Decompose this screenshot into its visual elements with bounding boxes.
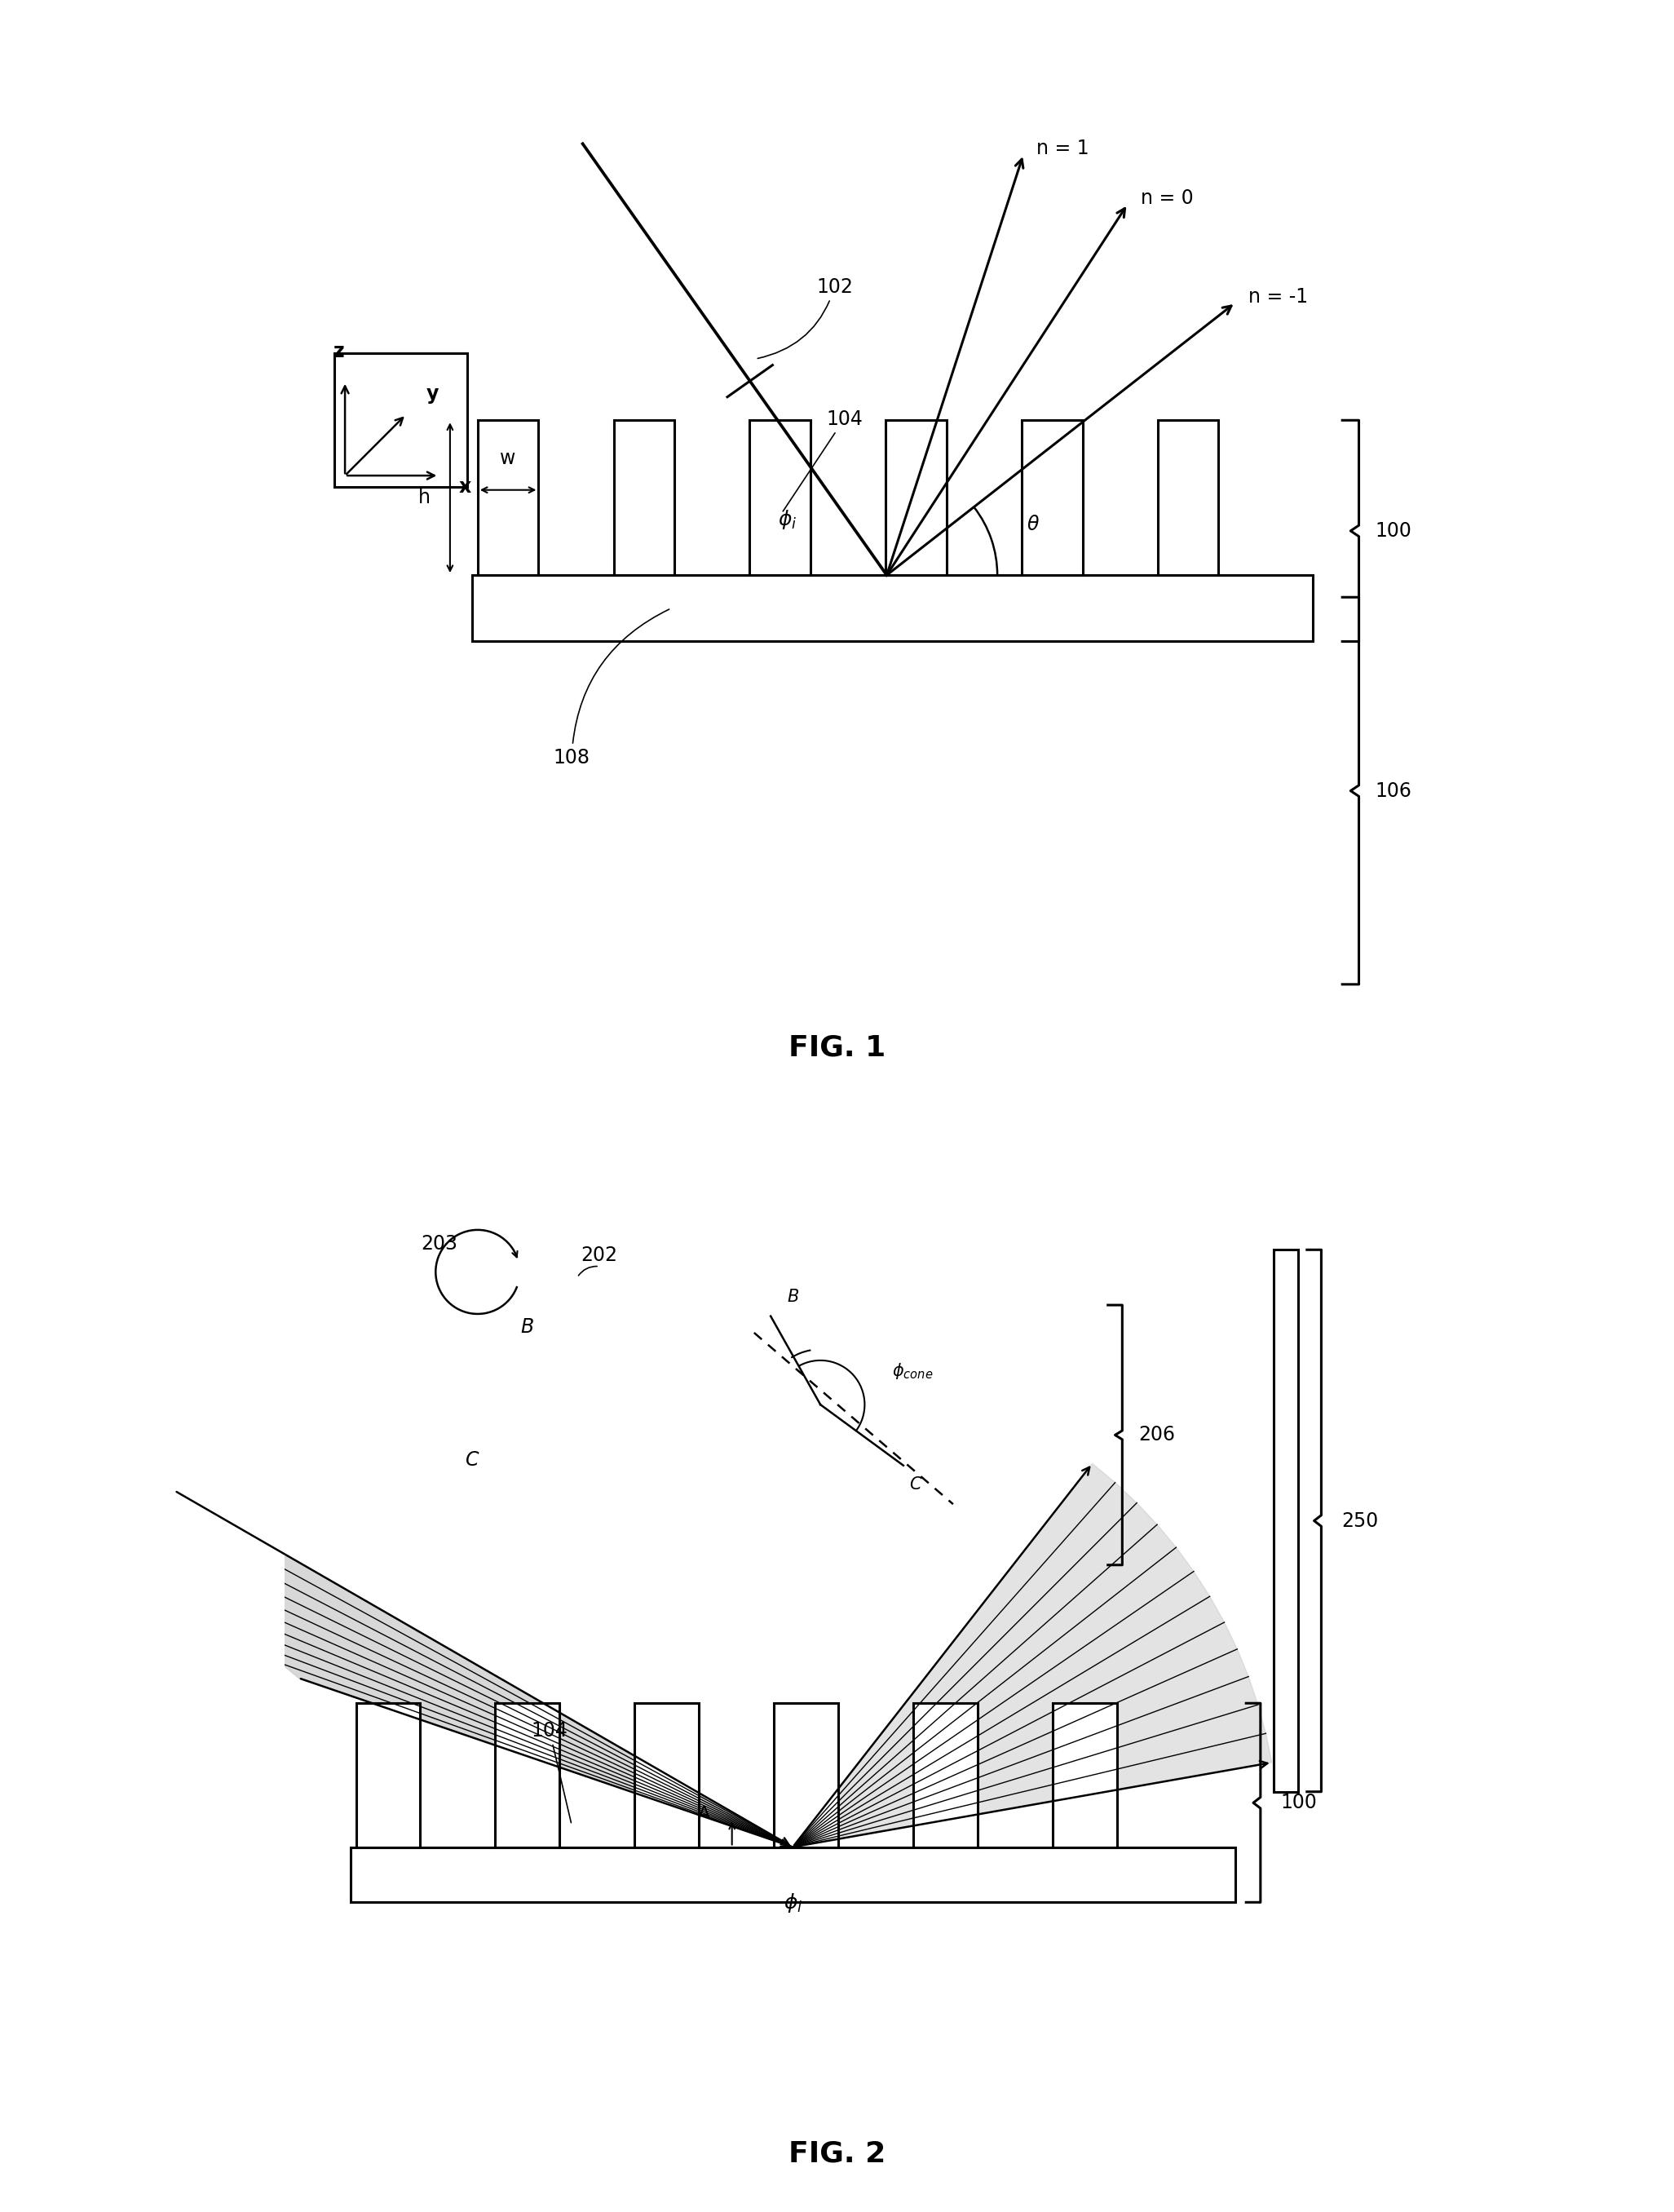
Text: h: h	[418, 489, 430, 507]
Bar	[773, 1703, 839, 1847]
Text: FIG. 2: FIG. 2	[788, 2139, 886, 2168]
Text: C: C	[909, 1478, 921, 1493]
Bar	[1158, 420, 1219, 575]
Bar	[333, 354, 467, 487]
Text: 202: 202	[581, 1245, 618, 1265]
Text: 106: 106	[1376, 781, 1413, 801]
Text: $\phi_i$: $\phi_i$	[778, 509, 797, 531]
Bar	[350, 1847, 1235, 1902]
Bar	[472, 575, 1312, 641]
Bar	[357, 1703, 420, 1847]
Text: x: x	[459, 478, 472, 495]
Text: $\phi_i$: $\phi_i$	[783, 1891, 802, 1913]
Bar	[886, 420, 946, 575]
Text: w: w	[501, 449, 516, 469]
Text: A: A	[698, 1805, 710, 1823]
Polygon shape	[174, 1491, 793, 1847]
Text: 108: 108	[554, 608, 670, 768]
Bar	[1274, 1250, 1297, 1792]
Text: 100: 100	[1376, 522, 1413, 540]
Text: B: B	[787, 1290, 798, 1305]
Text: 250: 250	[1341, 1511, 1378, 1531]
Text: z: z	[333, 343, 345, 363]
Bar	[914, 1703, 978, 1847]
Bar	[614, 420, 675, 575]
Polygon shape	[793, 1464, 1272, 1847]
Bar	[496, 1703, 559, 1847]
Text: B: B	[521, 1318, 534, 1336]
Text: y: y	[425, 385, 439, 403]
Text: 203: 203	[420, 1234, 457, 1254]
Bar	[1021, 420, 1083, 575]
Text: n = 1: n = 1	[1036, 139, 1090, 159]
Bar	[750, 420, 810, 575]
Text: 206: 206	[1138, 1425, 1175, 1444]
Text: $\theta$: $\theta$	[1026, 515, 1040, 535]
Text: 104: 104	[531, 1721, 571, 1823]
Bar	[477, 420, 539, 575]
Bar	[1053, 1703, 1117, 1847]
Text: n = 0: n = 0	[1142, 188, 1194, 208]
Text: 104: 104	[783, 409, 862, 511]
Bar	[634, 1703, 698, 1847]
Text: C: C	[465, 1451, 479, 1469]
Text: $\phi_{cone}$: $\phi_{cone}$	[892, 1363, 934, 1380]
Text: 100: 100	[1281, 1794, 1317, 1812]
Text: FIG. 1: FIG. 1	[788, 1033, 886, 1062]
Text: n = -1: n = -1	[1249, 288, 1307, 307]
Text: 102: 102	[758, 276, 852, 358]
